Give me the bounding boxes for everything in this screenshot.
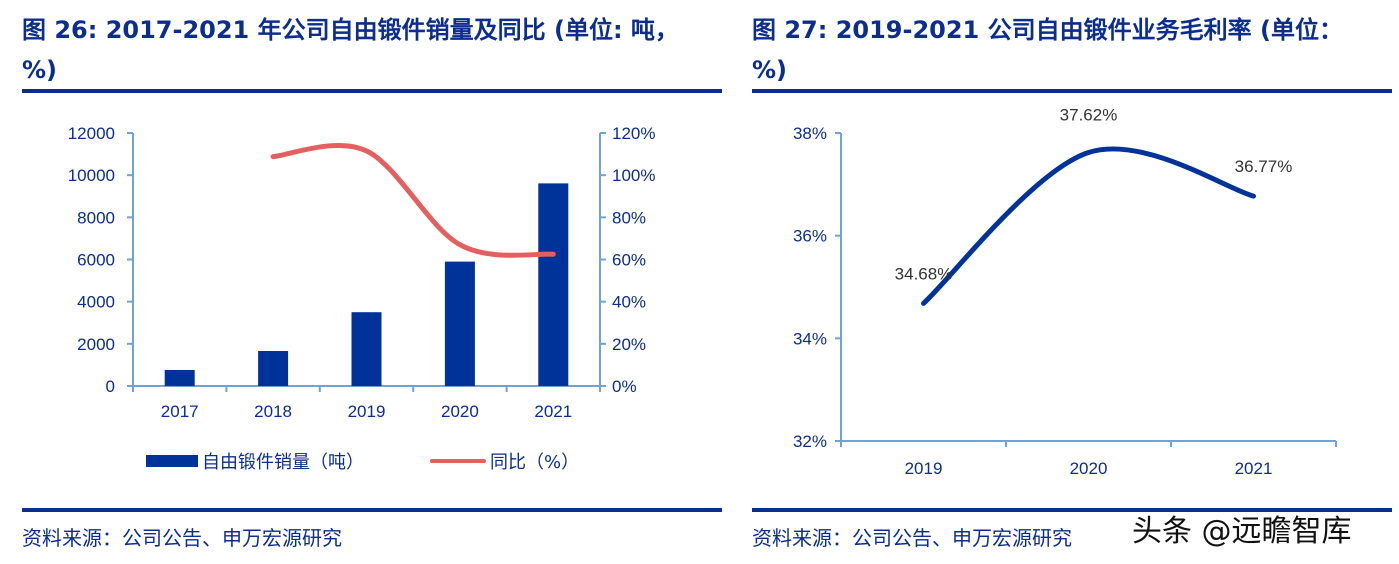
legend-item-yoy: 同比（%） [430,448,579,474]
y-left-tick-label: 0 [106,377,115,396]
legend-line-swatch [430,459,486,463]
bar-2017 [164,369,195,386]
x-tick-label: 2021 [1235,459,1273,478]
source-note: 资料来源：公司公告、申万宏源研究 [22,526,342,550]
sales-volume-chart: 0 2000 4000 6000 8000 10000 12000 0% 20% 40% 60% 80… [68,124,656,421]
y-tick-label: 34% [793,329,827,348]
y-right-tick-label: 0% [612,377,637,396]
y-right-tick-label: 100% [612,166,655,185]
y-right-tick-label: 60% [612,251,646,270]
gross-margin-line [921,146,1256,306]
gross-margin-chart: 32% 34% 36% 38% 2019 2020 2021 34.68% 37.62% 36.7… [793,106,1337,478]
y-left-tick-label: 8000 [77,208,115,227]
y-left-tick-label: 12000 [68,124,115,143]
x-tick-label: 2017 [161,402,199,421]
bar-2020 [444,261,475,386]
chart-title: 图 26: 2017-2021 年公司自由锻件销量及同比 (单位: 吨，%) [22,16,679,84]
bar-2021 [538,183,569,386]
data-label: 34.68% [895,264,953,283]
y-left-tick-label: 6000 [77,251,115,270]
bar-2019 [351,312,382,386]
x-tick-label: 2020 [441,402,479,421]
title-divider [752,89,1392,93]
source-note: 资料来源：公司公告、申万宏源研究 [752,526,1072,550]
y-left-tick-label: 10000 [68,166,115,185]
y-right-tick-label: 80% [612,208,646,227]
source-divider [22,508,722,512]
legend-label-volume: 自由锻件销量（吨） [202,452,364,473]
yoy-line [270,142,556,258]
y-right-tick-label: 120% [612,124,655,143]
title-divider [22,89,722,93]
data-label: 36.77% [1235,157,1293,176]
x-tick-label: 2020 [1070,459,1108,478]
y-right-tick-label: 20% [612,335,646,354]
y-tick-label: 38% [793,124,827,143]
legend-item-volume: 自由锻件销量（吨） [146,448,364,474]
y-right-tick-label: 40% [612,293,646,312]
y-left-tick-label: 4000 [77,293,115,312]
x-tick-label: 2019 [905,459,943,478]
y-left-tick-label: 2000 [77,335,115,354]
y-tick-label: 32% [793,432,827,451]
data-label: 37.62% [1060,106,1118,125]
right-chart-panel: 图 27: 2019-2021 公司自由锻件业务毛利率 (单位：%) 32% 34… [740,0,1399,564]
x-tick-label: 2021 [534,402,572,421]
y-tick-label: 36% [793,227,827,246]
legend-bar-swatch [146,455,198,467]
x-tick-label: 2018 [254,402,292,421]
watermark: 头条 @远瞻智库 [1128,512,1356,552]
x-tick-label: 2019 [348,402,386,421]
bar-2018 [258,351,289,386]
source-divider [752,508,1392,512]
chart-title: 图 27: 2019-2021 公司自由锻件业务毛利率 (单位：%) [752,16,1343,84]
left-chart-panel: 图 26: 2017-2021 年公司自由锻件销量及同比 (单位: 吨，%) 0… [22,16,722,550]
legend-label-yoy: 同比（%） [490,452,580,473]
